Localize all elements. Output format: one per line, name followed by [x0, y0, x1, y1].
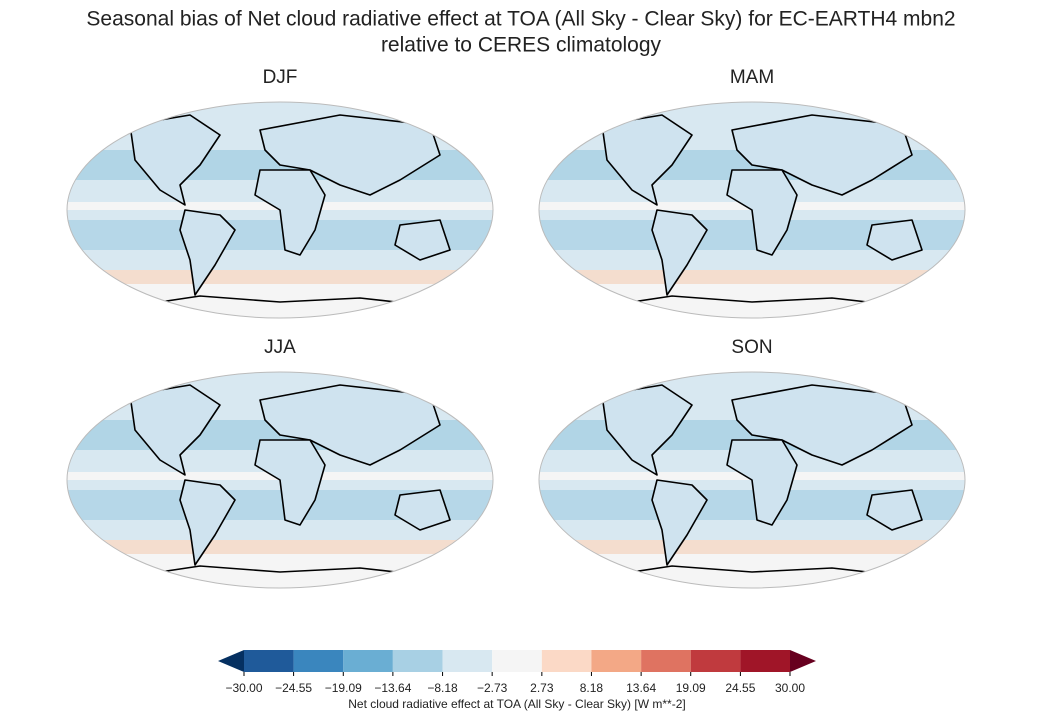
colorbar-bin: [442, 650, 493, 672]
colorbar-tick-label: 8.18: [580, 681, 604, 695]
colorbar-tick-label: 2.73: [530, 681, 554, 695]
colorbar-tick-label: 13.64: [626, 681, 656, 695]
map: [67, 372, 493, 588]
colorbar-bin: [343, 650, 393, 672]
colorbar-over: [790, 650, 816, 672]
colorbar-bin: [690, 650, 741, 672]
title-line: relative to CERES climatology: [381, 34, 662, 57]
colorbar-bin: [244, 650, 294, 672]
colorbar-tick-label: −24.55: [275, 681, 312, 695]
colorbar-tick-label: 24.55: [725, 681, 755, 695]
colorbar-bin: [492, 650, 542, 672]
panel-title: JJA: [264, 337, 296, 358]
colorbar-tick-label: −19.09: [325, 681, 362, 695]
colorbar-label: Net cloud radiative effect at TOA (All S…: [348, 697, 685, 711]
colorbar-tick-label: −8.18: [427, 681, 458, 695]
colorbar-tick-label: −2.73: [477, 681, 508, 695]
map: [539, 372, 965, 588]
panel-title: DJF: [263, 67, 298, 88]
colorbar-bin: [392, 650, 443, 672]
map: [67, 102, 493, 318]
colorbar-tick-label: 30.00: [775, 681, 805, 695]
panel-title: SON: [731, 337, 772, 358]
title-line: Seasonal bias of Net cloud radiative eff…: [86, 8, 955, 31]
colorbar-tick-label: 19.09: [676, 681, 706, 695]
colorbar-bin: [641, 650, 691, 672]
panel-title: MAM: [730, 67, 774, 88]
colorbar-tick-label: −30.00: [225, 681, 262, 695]
map: [539, 102, 965, 318]
colorbar-bin: [293, 650, 344, 672]
colorbar-bin: [740, 650, 790, 672]
colorbar-bin: [591, 650, 642, 672]
colorbar-tick-label: −13.64: [374, 681, 411, 695]
colorbar-under: [218, 650, 244, 672]
colorbar-bin: [541, 650, 592, 672]
